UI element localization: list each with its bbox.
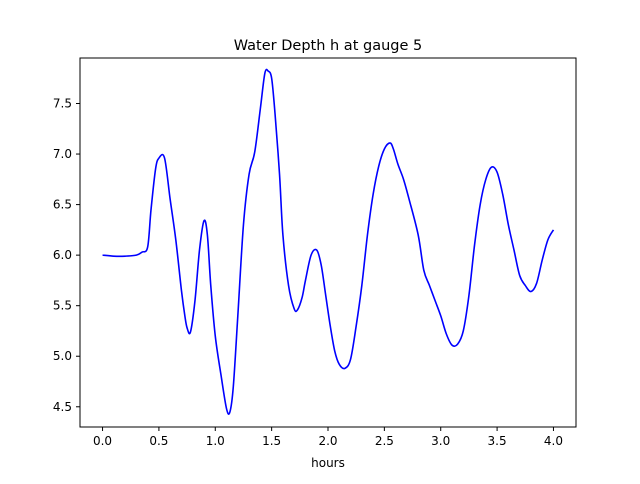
y-tick-label: 6.5 (53, 198, 72, 212)
y-tick-label: 4.5 (53, 400, 72, 414)
y-tick-label: 7.5 (53, 96, 72, 110)
y-tick-label: 7.0 (53, 147, 72, 161)
x-tick-label: 3.0 (431, 434, 450, 448)
data-layer (102, 68, 555, 415)
x-tick-label: 4.0 (544, 434, 563, 448)
x-axis: 0.0 0.5 1.0 1.5 2.0 2.5 3.0 3.5 4.0 (93, 427, 563, 448)
x-tick-label: 0.0 (93, 434, 112, 448)
series-line (102, 68, 555, 415)
x-tick-label: 3.5 (488, 434, 507, 448)
x-tick-label: 1.0 (206, 434, 225, 448)
y-axis: 4.5 5.0 5.5 6.0 6.5 7.0 7.5 (53, 96, 80, 414)
y-tick-label: 5.0 (53, 349, 72, 363)
x-axis-label: hours (311, 456, 345, 470)
x-tick-label: 2.0 (318, 434, 337, 448)
x-tick-label: 1.5 (262, 434, 281, 448)
x-tick-label: 0.5 (149, 434, 168, 448)
chart-title: Water Depth h at gauge 5 (234, 38, 422, 54)
y-tick-label: 5.5 (53, 299, 72, 313)
y-tick-label: 6.0 (53, 248, 72, 262)
x-tick-label: 2.5 (375, 434, 394, 448)
